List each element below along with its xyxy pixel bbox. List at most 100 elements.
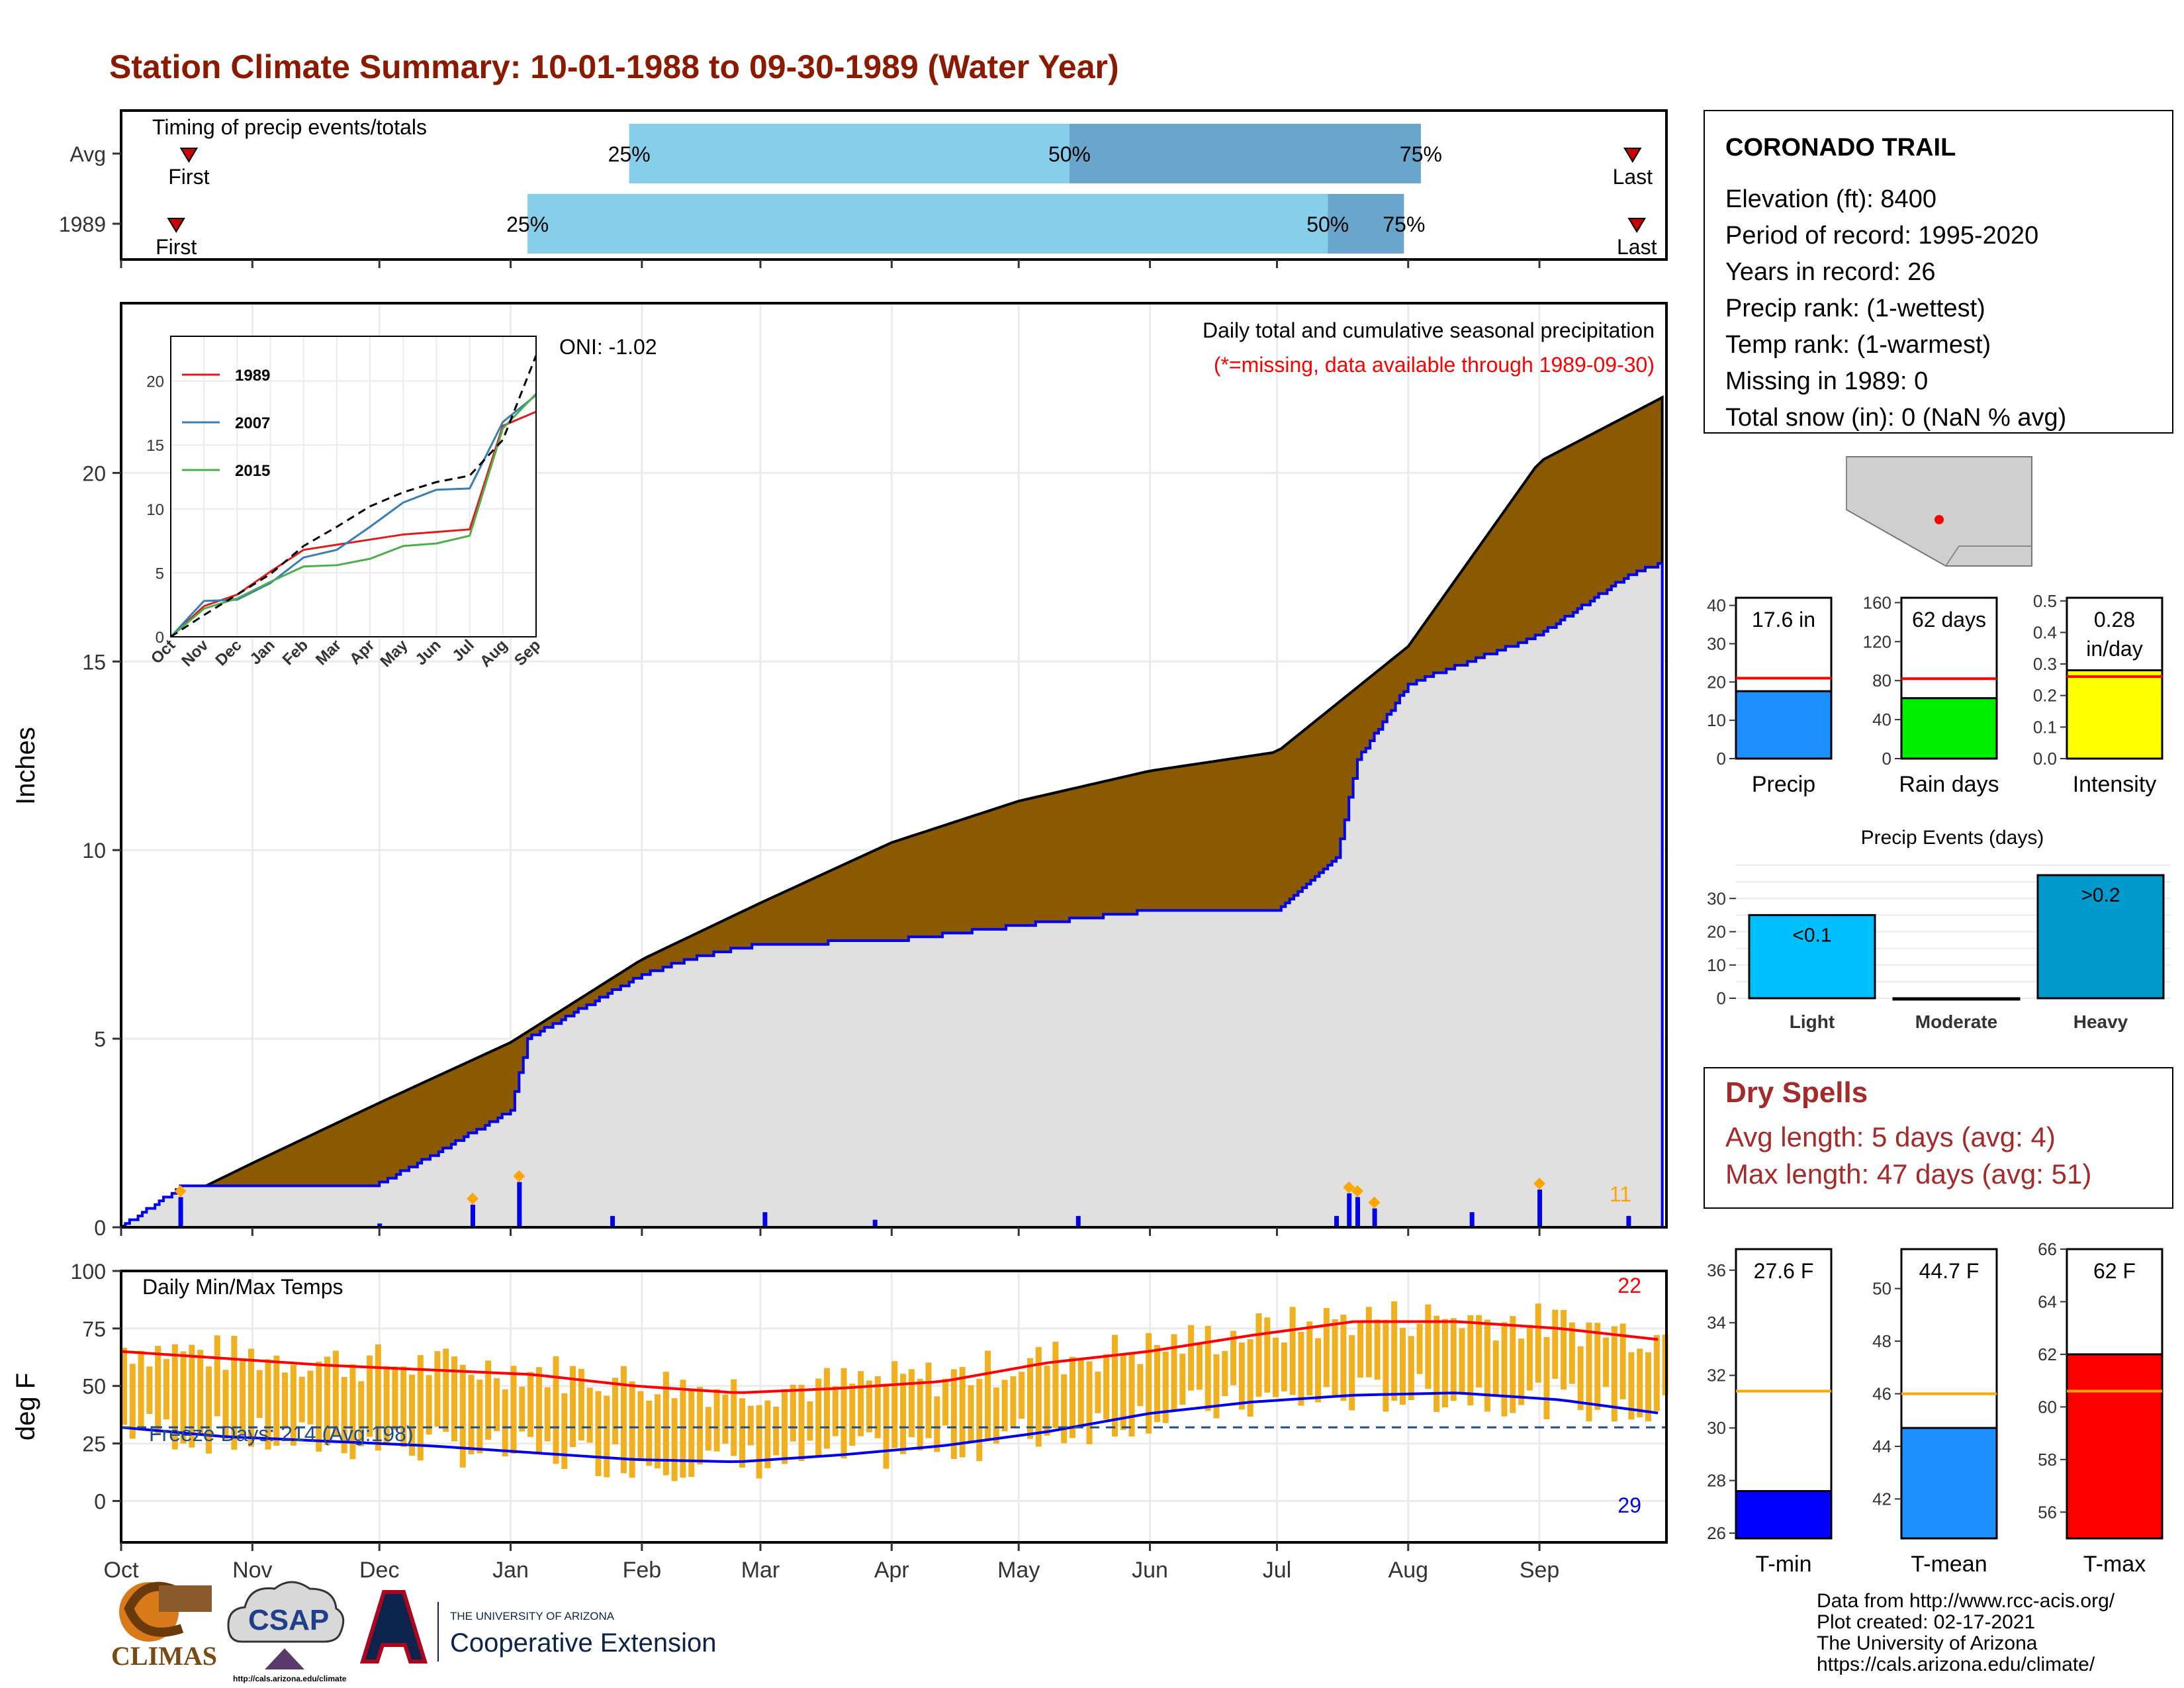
daily-temp-bar [1273,1337,1279,1397]
daily-temp-bar [1510,1316,1516,1413]
mini-bar-name: T-max [2083,1552,2146,1577]
daily-temp-bar [756,1405,762,1479]
month-label: Jun [1132,1558,1168,1583]
last-event-marker-icon [1627,218,1646,233]
daily-temp-bar [1222,1350,1228,1397]
inset-legend-label: 1989 [235,367,270,385]
station-marker [1934,515,1944,524]
daily-temp-bar [519,1386,525,1432]
daily-temp-bar [950,1369,957,1460]
daily-temp-bar [1111,1335,1118,1437]
daily-temp-bar [1611,1326,1617,1422]
daily-temp-bar [925,1362,932,1438]
mini-bar-tick-label: 160 [1863,592,1891,612]
mini-bar-tick-label: 0 [1717,749,1726,769]
daily-temp-bar [1594,1323,1601,1410]
mini-bar-tick-label: 0.5 [2033,591,2057,611]
dry-spells-avg: Avg length: 5 days (avg: 4) [1725,1121,2056,1152]
mini-bar-tick-label: 0.3 [2033,654,2057,674]
daily-temp-bar [1188,1325,1195,1391]
heavy-event-marker-icon [1368,1196,1381,1209]
daily-temp-bar [1425,1304,1432,1389]
daily-temp-bar [646,1400,653,1466]
mini-bar-tick-label: 62 [2038,1344,2057,1364]
daily-temp-bar [510,1366,517,1454]
temp-panel: 0 25 50 75 100 Daily Min/Max Temps deg F Fre… [11,1260,1668,1583]
climas-logo: CLIMAS [111,1581,217,1671]
temp-y-tick-label: 50 [82,1375,106,1399]
daily-temp-bar [1035,1346,1042,1447]
daily-temp-bar [612,1378,619,1444]
mini-bar-tick-label: 58 [2038,1450,2057,1470]
daily-temp-bar [121,1347,127,1425]
daily-temp-bar [1637,1348,1643,1418]
footer-credit-line: https://cals.arizona.edu/climate/ [1817,1654,2095,1675]
daily-temp-bar [917,1379,923,1451]
month-label: Nov [232,1558,272,1583]
first-event-marker-icon [179,148,199,163]
daily-temp-bar [1561,1310,1567,1390]
daily-temp-bar [1323,1307,1330,1387]
daily-temp-bar [1162,1351,1169,1423]
daily-temp-bar [417,1355,424,1461]
daily-temp-bar [1476,1315,1482,1388]
daily-temp-bar [1391,1301,1398,1401]
csap-url: http://cals.arizona.edu/climate [233,1674,347,1683]
daily-temp-bar [240,1358,246,1436]
daily-temp-bar [1103,1354,1110,1420]
page-title: Station Climate Summary: 10-01-1988 to 0… [109,48,1119,85]
daily-temp-bar [883,1383,889,1469]
station-frame [1704,110,2173,434]
events-bar [1892,997,2021,1001]
daily-temp-bar [298,1376,305,1423]
precip-events-chart: Precip Events (days) Light Moderate Heavy <… [1707,827,2171,1032]
daily-precip-bar [517,1182,522,1227]
month-label: May [997,1558,1040,1583]
mini-bar-tick-label: 64 [2038,1291,2057,1311]
daily-temp-bar [1086,1361,1093,1444]
precip-y-tick-label: 10 [82,839,106,863]
daily-temp-bar [713,1389,720,1452]
inset-series-line [170,393,537,638]
timing-bar-25-50 [629,124,1069,183]
precip-y-tick-label: 20 [82,461,106,485]
daily-temp-bar [586,1387,593,1443]
precip-y-tick-label: 5 [94,1027,106,1051]
events-category-label: Moderate [1915,1011,1997,1032]
mini-bar-value-label: 27.6 F [1754,1259,1814,1283]
daily-temp-bar [443,1348,449,1432]
daily-temp-bar [493,1378,500,1432]
events-title: Precip Events (days) [1861,827,2044,849]
inset-series-line [170,355,537,638]
daily-temp-bar [604,1395,610,1477]
month-label: Jan [492,1558,529,1583]
summary-bars: 0 10 20 30 40 17.6 in Precip 0 40 80 120 160 62 days… [1707,591,2163,797]
mini-bar-value-label: 62 F [2093,1259,2136,1283]
mini-bar-value [2066,669,2163,760]
station-info-line: Elevation (ft): 8400 [1725,185,1936,213]
daily-temp-bar [1603,1337,1610,1387]
daily-temp-bar [807,1401,813,1441]
mini-bar-name: T-min [1756,1552,1812,1577]
daily-temp-bar [367,1355,373,1437]
station-info-line: Precip rank: (1-wettest) [1725,295,1985,322]
inset-bg [171,336,536,637]
year-cumulative-area [121,562,1664,1229]
daily-temp-bar [349,1364,356,1460]
station-name: CORONADO TRAIL [1725,134,1956,162]
daily-temp-bar [1374,1319,1381,1380]
precip-y-tick-label: 0 [94,1216,106,1240]
daily-temp-bar [1332,1319,1338,1396]
timing-panel: Timing of precip events/totals Avg 25% 50%… [59,109,1668,268]
temp-frame [120,1270,1668,1544]
inset-legend-label: 2015 [235,462,270,480]
precip-y-axis-label: Inches [11,727,40,805]
daily-temp-bar [1061,1374,1068,1444]
daily-temp-bar [1289,1307,1296,1395]
daily-temp-bar [1213,1354,1220,1419]
daily-temp-bar [1459,1328,1465,1393]
cold-days-count: 29 [1617,1493,1641,1517]
csap-cloud-icon [227,1581,345,1643]
daily-temp-bar [866,1380,872,1432]
daily-temp-bar [477,1380,483,1454]
